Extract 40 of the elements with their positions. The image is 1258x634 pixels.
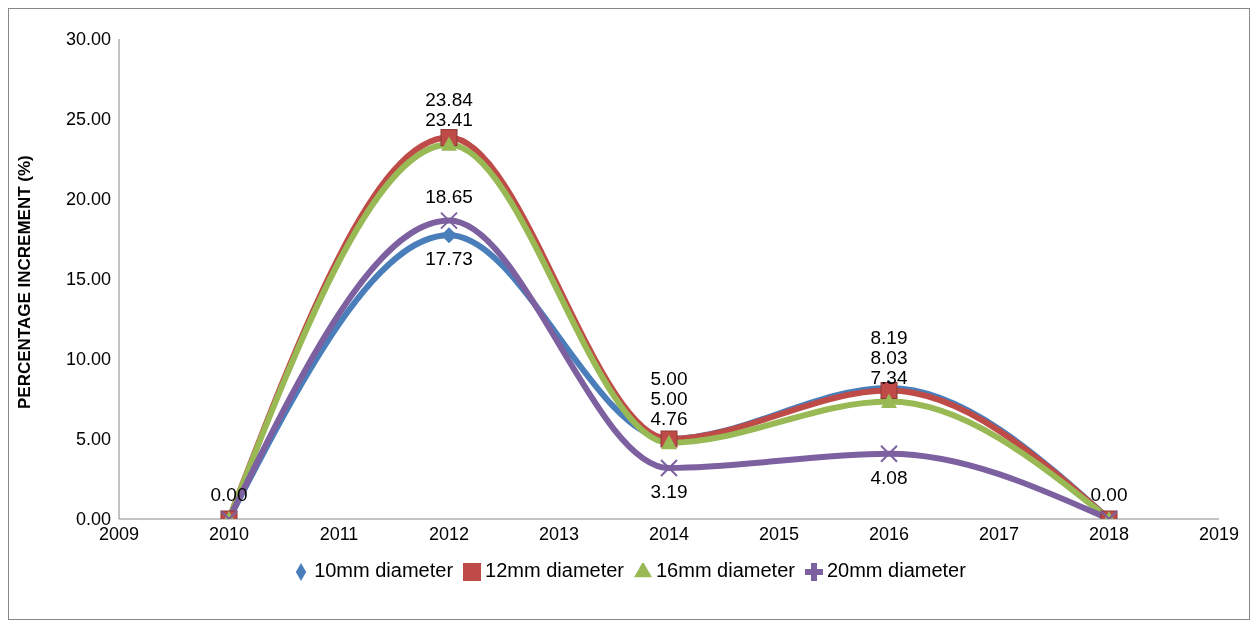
x-tick-label: 2017 (978, 523, 1020, 544)
legend-label: 20mm diameter (826, 559, 966, 581)
x-tick-label: 2012 (428, 523, 470, 544)
data-label: 17.73 (425, 248, 473, 270)
data-label: 0.00 (1090, 484, 1128, 505)
x-tick-label: 2016 (868, 523, 910, 544)
y-tick-label: 20.00 (65, 189, 111, 210)
data-label: 5.00 (650, 367, 688, 389)
legend-label: 16mm diameter (656, 559, 795, 581)
y-tick-label: 5.00 (75, 429, 111, 450)
point (440, 211, 458, 230)
x-tick-label: 2011 (319, 523, 359, 544)
data-label: 23.41 (425, 109, 473, 131)
point (441, 227, 457, 244)
x-tick-label: 2014 (648, 523, 690, 544)
data-label: 7.34 (870, 366, 908, 388)
x-tick-label: 2013 (538, 523, 580, 544)
data-label: 23.84 (425, 89, 474, 111)
y-tick-label: 30.00 (65, 29, 111, 50)
y-axis-title: PERCENTAGE INCREMENT (%) (15, 155, 35, 409)
y-tick-label: 10.00 (65, 349, 111, 370)
point (881, 393, 897, 408)
x-tick-label: 2019 (1198, 523, 1240, 544)
data-label: 8.19 (870, 326, 908, 348)
data-label: 4.08 (870, 466, 908, 488)
x-tick-label: 2018 (1088, 523, 1130, 544)
data-label: 4.76 (650, 407, 688, 429)
legend-label: 10mm diameter (314, 559, 454, 581)
x-tick-label: 2010 (208, 523, 250, 544)
y-tick-label: 15.00 (65, 269, 111, 290)
data-label: 5.00 (650, 387, 688, 409)
point (880, 444, 898, 463)
point (441, 136, 457, 151)
data-label: 8.03 (870, 346, 908, 368)
point (660, 458, 678, 477)
data-label: 3.19 (650, 480, 688, 502)
x-tick-label: 2015 (758, 523, 800, 544)
data-label: 18.65 (425, 185, 473, 207)
y-tick-label: 25.00 (65, 109, 111, 130)
legend-label: 12mm diameter (485, 559, 624, 581)
